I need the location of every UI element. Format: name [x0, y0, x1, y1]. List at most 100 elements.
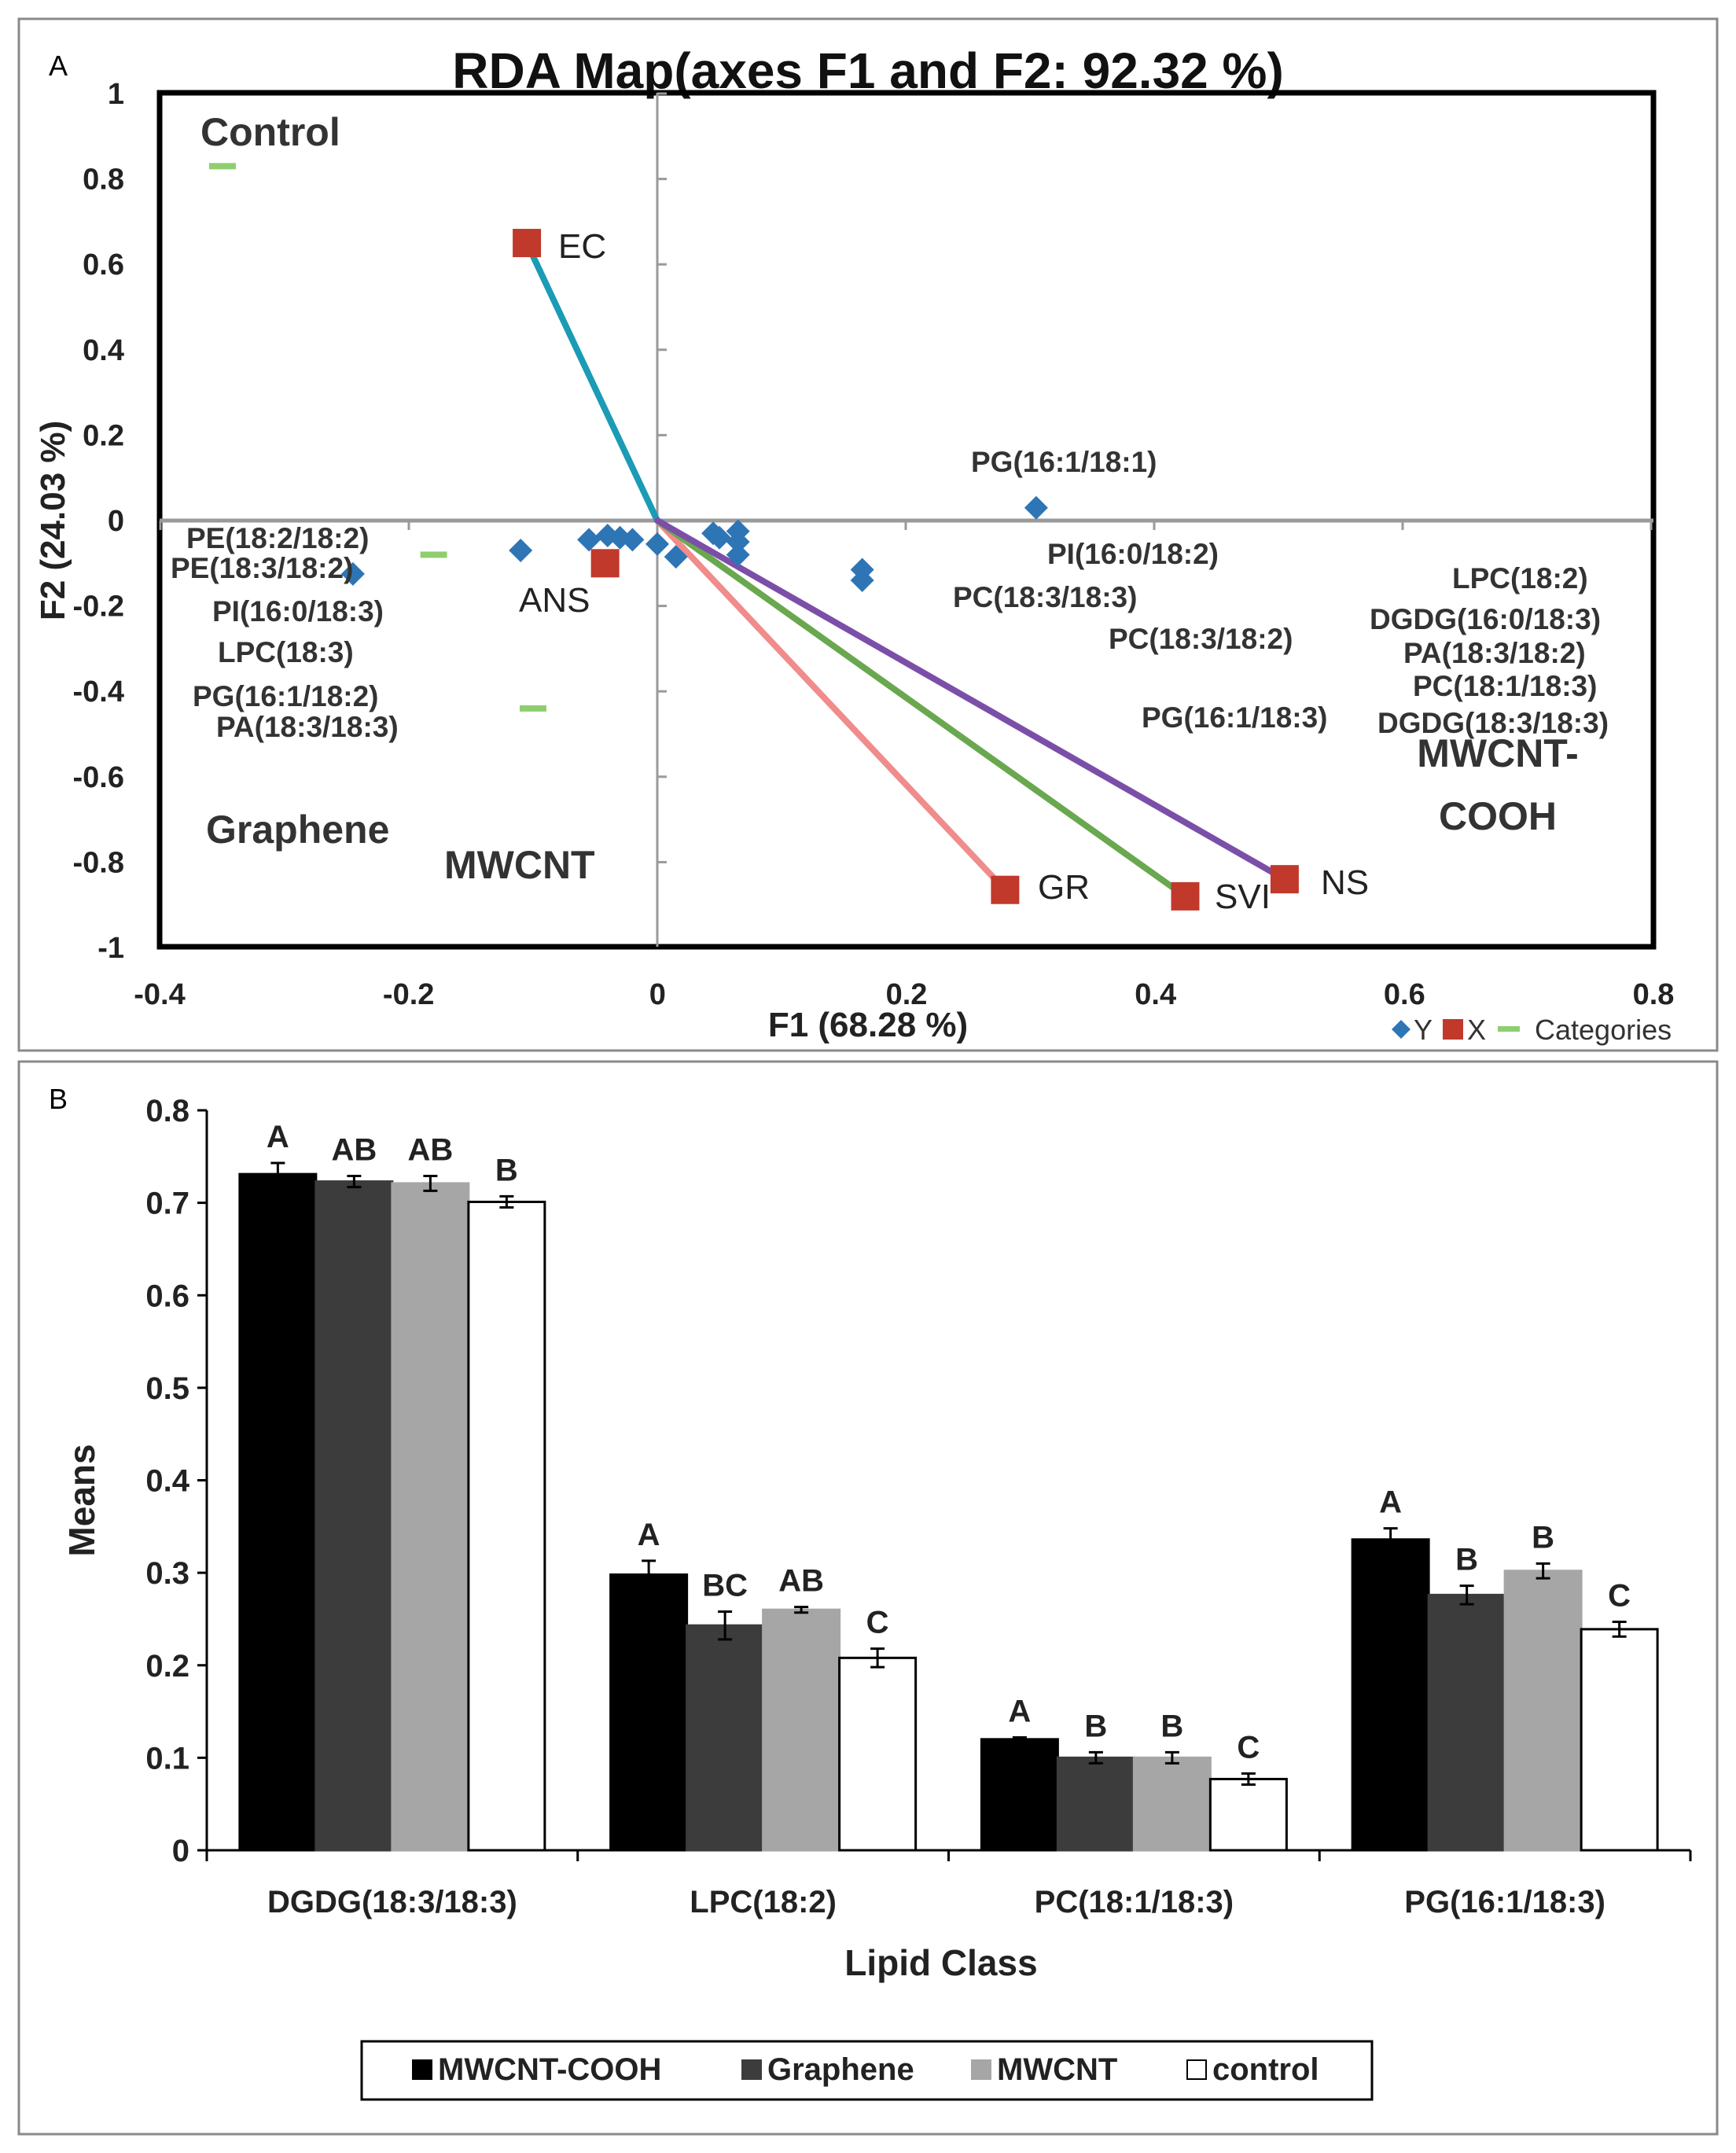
vector-line-ec: [524, 240, 660, 524]
significance-letter: B: [1084, 1709, 1107, 1743]
bar: [609, 1573, 689, 1852]
y-tick-label: 0.4: [83, 334, 124, 367]
significance-letter: C: [866, 1606, 889, 1640]
rda-x-points: [513, 229, 1299, 911]
legend-swatch-mwcnt-cooh: [412, 2059, 432, 2080]
bar-ylabel: Means: [61, 1444, 102, 1556]
bar-y-tick-label: 0.3: [145, 1556, 189, 1591]
y-point: [664, 545, 688, 569]
bar: [980, 1738, 1059, 1852]
bar: [1351, 1538, 1430, 1852]
y-tick-label: 0.8: [83, 164, 124, 197]
legend-square-icon: [1443, 1019, 1463, 1040]
vector-line-ns: [654, 517, 1288, 883]
x-point-ns: [1270, 865, 1299, 894]
rda-ylabel: F2 (24.03 %): [34, 421, 72, 620]
x-tick-label: -0.2: [383, 978, 434, 1011]
y-tick-label: -0.6: [73, 761, 124, 794]
legend-swatch-control: [1186, 2059, 1207, 2080]
bar-y-tick-label: 0.6: [145, 1279, 189, 1313]
legend-label-control: control: [1212, 2052, 1319, 2087]
x-tick-label: -0.4: [134, 978, 185, 1011]
y-point: [726, 530, 750, 554]
rda-title: RDA Map(axes F1 and F2: 92.32 %): [452, 42, 1284, 99]
category-point: [520, 705, 546, 712]
category-label-mwcnt-cooh-1: MWCNT-: [1417, 731, 1579, 775]
significance-letter: AB: [407, 1133, 453, 1168]
category-label-mwcnt: MWCNT: [444, 843, 595, 887]
bar: [762, 1608, 841, 1852]
bar: [391, 1182, 470, 1852]
bar: [838, 1656, 918, 1852]
rda-xlabel: F1 (68.28 %): [768, 1006, 968, 1044]
x-point-svi: [1171, 881, 1200, 911]
bar-y-tick-label: 0: [172, 1834, 189, 1868]
significance-letter: C: [1237, 1730, 1260, 1765]
legend-swatch-graphene: [741, 2059, 762, 2080]
significance-letter: A: [267, 1120, 289, 1154]
significance-letter: B: [1455, 1543, 1478, 1577]
bar: [314, 1180, 394, 1852]
bar: [1503, 1570, 1583, 1852]
y-point: [1024, 495, 1048, 520]
bar-y-tick-label: 0.5: [145, 1371, 189, 1406]
x-label-svi: SVI: [1215, 878, 1271, 916]
vector-line-gr: [654, 517, 1009, 893]
y-tick-label: -1: [97, 932, 124, 965]
legend-diamond-icon: [1392, 1020, 1410, 1039]
y-point: [850, 569, 874, 593]
bar: [1208, 1777, 1288, 1852]
y-point: [645, 532, 669, 556]
rda-legend: Y X Categories: [1392, 1014, 1672, 1046]
legend-swatch-mwcnt: [971, 2059, 991, 2080]
x-label-ec: EC: [558, 227, 606, 266]
y-tick-label: -0.2: [73, 591, 124, 624]
rda-y-points: [340, 495, 1048, 593]
var-label: PC(18:1/18:3): [1413, 670, 1597, 702]
y-point: [708, 525, 731, 550]
significance-letter: A: [1379, 1485, 1402, 1520]
bar: [1580, 1628, 1659, 1852]
significance-letter: B: [495, 1153, 518, 1187]
x-point-ans: [590, 549, 620, 578]
var-label: PE(18:3/18:2): [171, 552, 353, 584]
y-tick-label: 0.6: [83, 248, 124, 282]
var-label: PG(16:1/18:3): [1142, 701, 1328, 734]
significance-letter: B: [1532, 1520, 1554, 1555]
bar-category-label: DGDG(18:3/18:3): [267, 1885, 517, 1919]
x-label-ns: NS: [1321, 863, 1369, 902]
x-label-ans: ANS: [519, 581, 590, 620]
panel-a-label: A: [49, 50, 68, 82]
var-label: PA(18:3/18:2): [1403, 637, 1586, 669]
bar: [1132, 1756, 1212, 1852]
panel-b-frame: [17, 1060, 1719, 2136]
bar-y-tick-label: 0.8: [145, 1094, 189, 1128]
y-point: [509, 539, 533, 563]
bar-y-tick-label: 0.1: [145, 1741, 189, 1776]
x-tick-label: 0.8: [1633, 978, 1675, 1011]
bar-axes: 0 0.1 0.2 0.3 0.4 0.5 0.6 0.7 0.8 DGDG(18:3/18:3)…: [145, 1094, 1692, 1919]
x-tick-label: 0: [649, 978, 666, 1011]
y-tick-label: 0: [108, 505, 124, 538]
significance-letter: A: [1008, 1694, 1031, 1728]
y-tick-label: 0.2: [83, 419, 124, 452]
bar-y-tick-label: 0.4: [145, 1464, 189, 1499]
legend-dash-icon: [1498, 1026, 1520, 1032]
y-tick-label: -0.8: [73, 846, 124, 879]
rda-categories: [209, 163, 546, 712]
var-label: PA(18:3/18:3): [216, 711, 399, 743]
var-label: LPC(18:2): [1452, 562, 1588, 594]
category-label-graphene: Graphene: [206, 808, 389, 852]
var-label: PC(18:3/18:3): [953, 581, 1137, 613]
vector-line-svi: [654, 517, 1189, 900]
var-label: PI(16:0/18:2): [1047, 538, 1219, 570]
bar: [686, 1624, 765, 1852]
y-point: [726, 543, 750, 567]
significance-letter: AB: [331, 1133, 377, 1168]
var-label: PC(18:3/18:2): [1109, 623, 1293, 655]
category-point: [420, 551, 447, 558]
y-point: [577, 528, 601, 552]
bar-y-tick-label: 0.2: [145, 1649, 189, 1684]
